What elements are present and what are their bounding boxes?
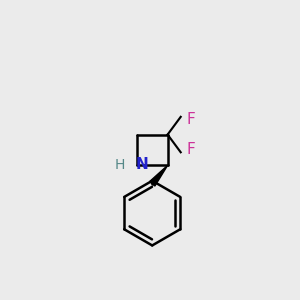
Text: F: F: [187, 142, 196, 158]
Text: N: N: [135, 157, 148, 172]
Text: F: F: [187, 112, 196, 127]
Text: H: H: [115, 158, 125, 172]
Polygon shape: [149, 165, 168, 186]
